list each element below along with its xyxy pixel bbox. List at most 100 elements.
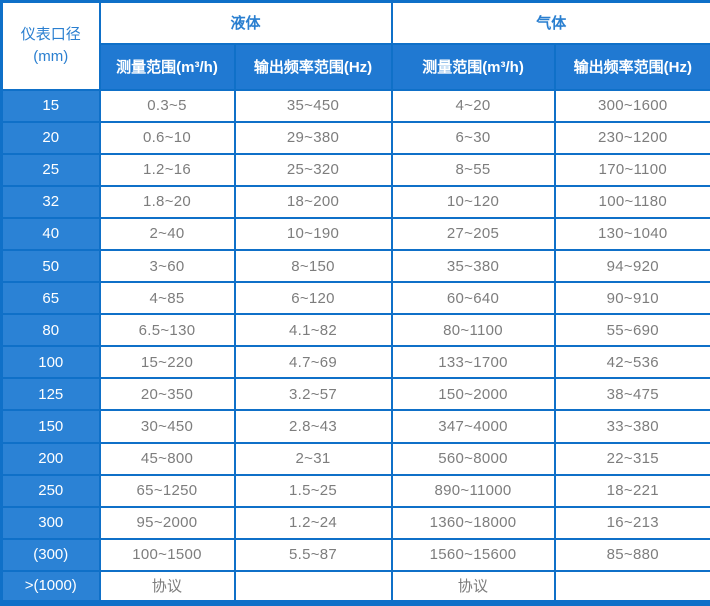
row-header-size: 80 <box>0 313 101 348</box>
row-header-size: 40 <box>0 216 101 251</box>
corner-header-line1: 仪表口径 <box>20 26 81 43</box>
cell-gas-output-frequency-range: 130~1040 <box>553 216 710 251</box>
cell-liquid-measure-range: 95~2000 <box>98 505 236 540</box>
cell-gas-measure-range: 80~1100 <box>390 313 556 348</box>
cell-gas-measure-range: 60~640 <box>390 281 556 316</box>
corner-header-meter-diameter: 仪表口径 (mm) <box>0 0 101 91</box>
cell-gas-measure-range: 560~8000 <box>390 441 556 476</box>
table-row: 80 6.5~130 4.1~82 80~1100 55~690 <box>0 313 710 348</box>
cell-gas-output-frequency-range: 85~880 <box>553 537 710 572</box>
cell-liquid-output-frequency-range: 25~320 <box>233 152 393 187</box>
cell-gas-measure-range: 10~120 <box>390 184 556 219</box>
table-row: 65 4~85 6~120 60~640 90~910 <box>0 281 710 316</box>
cell-gas-measure-range: 35~380 <box>390 248 556 284</box>
table-row: 50 3~60 8~150 35~380 94~920 <box>0 248 710 284</box>
table-row: 250 65~1250 1.5~25 890~11000 18~221 <box>0 473 710 508</box>
cell-liquid-measure-range: 15~220 <box>98 345 236 380</box>
cell-liquid-measure-range: 4~85 <box>98 281 236 316</box>
table-row: (300) 100~1500 5.5~87 1560~15600 85~880 <box>0 537 710 572</box>
cell-gas-measure-range: 4~20 <box>390 88 556 123</box>
column-header-liquid-output-frequency-range: 输出频率范围(Hz) <box>233 42 393 91</box>
cell-liquid-output-frequency-range: 35~450 <box>233 88 393 123</box>
cell-gas-output-frequency-range: 16~213 <box>553 505 710 540</box>
cell-liquid-output-frequency-range: 18~200 <box>233 184 393 219</box>
cell-gas-output-frequency-range: 300~1600 <box>553 88 710 123</box>
group-header-liquid: 液体 <box>98 0 393 45</box>
cell-gas-output-frequency-range: 170~1100 <box>553 152 710 187</box>
cell-liquid-measure-range: 100~1500 <box>98 537 236 572</box>
row-header-size: (300) <box>0 537 101 572</box>
table-body: 15 0.3~5 35~450 4~20 300~1600 20 0.6~10 29~380 6… <box>0 88 710 605</box>
cell-gas-output-frequency-range <box>553 569 710 605</box>
cell-liquid-measure-range: 20~350 <box>98 377 236 412</box>
group-header-gas: 气体 <box>390 0 710 45</box>
cell-liquid-measure-range: 6.5~130 <box>98 313 236 348</box>
table-row: 15 0.3~5 35~450 4~20 300~1600 <box>0 88 710 123</box>
corner-header-line2: (mm) <box>33 47 69 65</box>
row-header-size: 65 <box>0 281 101 316</box>
row-header-size: 50 <box>0 248 101 284</box>
cell-liquid-measure-range: 45~800 <box>98 441 236 476</box>
cell-gas-output-frequency-range: 90~910 <box>553 281 710 316</box>
row-header-size: 150 <box>0 409 101 444</box>
cell-liquid-output-frequency-range: 10~190 <box>233 216 393 251</box>
cell-liquid-output-frequency-range: 2~31 <box>233 441 393 476</box>
cell-liquid-measure-range: 1.8~20 <box>98 184 236 219</box>
cell-gas-measure-range: 133~1700 <box>390 345 556 380</box>
cell-gas-measure-range: 150~2000 <box>390 377 556 412</box>
column-header-liquid-measure-range: 测量范围(m³/h) <box>98 42 236 91</box>
cell-gas-measure-range: 协议 <box>390 569 556 605</box>
table-row: 200 45~800 2~31 560~8000 22~315 <box>0 441 710 476</box>
table-row: 25 1.2~16 25~320 8~55 170~1100 <box>0 152 710 187</box>
cell-gas-measure-range: 890~11000 <box>390 473 556 508</box>
table-row: 20 0.6~10 29~380 6~30 230~1200 <box>0 120 710 155</box>
row-header-size: >(1000) <box>0 569 101 605</box>
cell-liquid-output-frequency-range: 1.2~24 <box>233 505 393 540</box>
cell-liquid-measure-range: 2~40 <box>98 216 236 251</box>
row-header-size: 250 <box>0 473 101 508</box>
cell-gas-measure-range: 1360~18000 <box>390 505 556 540</box>
cell-liquid-output-frequency-range: 6~120 <box>233 281 393 316</box>
cell-gas-output-frequency-range: 33~380 <box>553 409 710 444</box>
cell-liquid-measure-range: 3~60 <box>98 248 236 284</box>
cell-liquid-measure-range: 协议 <box>98 569 236 605</box>
cell-liquid-measure-range: 0.3~5 <box>98 88 236 123</box>
column-header-gas-output-frequency-range: 输出频率范围(Hz) <box>553 42 710 91</box>
cell-liquid-output-frequency-range: 29~380 <box>233 120 393 155</box>
cell-liquid-output-frequency-range: 3.2~57 <box>233 377 393 412</box>
cell-gas-measure-range: 27~205 <box>390 216 556 251</box>
group-header-row: 仪表口径 (mm) 液体 气体 <box>0 0 710 91</box>
cell-gas-measure-range: 1560~15600 <box>390 537 556 572</box>
row-header-size: 15 <box>0 88 101 123</box>
cell-gas-output-frequency-range: 94~920 <box>553 248 710 284</box>
table-row: >(1000) 协议 协议 <box>0 569 710 605</box>
row-header-size: 200 <box>0 441 101 476</box>
row-header-size: 20 <box>0 120 101 155</box>
table-row: 100 15~220 4.7~69 133~1700 42~536 <box>0 345 710 380</box>
row-header-size: 125 <box>0 377 101 412</box>
cell-liquid-output-frequency-range: 5.5~87 <box>233 537 393 572</box>
row-header-size: 100 <box>0 345 101 380</box>
table-row: 32 1.8~20 18~200 10~120 100~1180 <box>0 184 710 219</box>
cell-gas-measure-range: 6~30 <box>390 120 556 155</box>
cell-gas-measure-range: 8~55 <box>390 152 556 187</box>
cell-gas-output-frequency-range: 42~536 <box>553 345 710 380</box>
cell-liquid-output-frequency-range <box>233 569 393 605</box>
cell-liquid-output-frequency-range: 8~150 <box>233 248 393 284</box>
cell-gas-output-frequency-range: 38~475 <box>553 377 710 412</box>
row-header-size: 25 <box>0 152 101 187</box>
table-row: 125 20~350 3.2~57 150~2000 38~475 <box>0 377 710 412</box>
cell-liquid-measure-range: 65~1250 <box>98 473 236 508</box>
cell-liquid-measure-range: 0.6~10 <box>98 120 236 155</box>
row-header-size: 300 <box>0 505 101 540</box>
cell-gas-output-frequency-range: 230~1200 <box>553 120 710 155</box>
column-header-row: 测量范围(m³/h) 输出频率范围(Hz) 测量范围(m³/h) 输出频率范围(… <box>2 42 710 91</box>
cell-gas-output-frequency-range: 18~221 <box>553 473 710 508</box>
cell-liquid-output-frequency-range: 4.7~69 <box>233 345 393 380</box>
cell-liquid-output-frequency-range: 1.5~25 <box>233 473 393 508</box>
cell-liquid-measure-range: 30~450 <box>98 409 236 444</box>
cell-gas-output-frequency-range: 22~315 <box>553 441 710 476</box>
cell-liquid-output-frequency-range: 2.8~43 <box>233 409 393 444</box>
